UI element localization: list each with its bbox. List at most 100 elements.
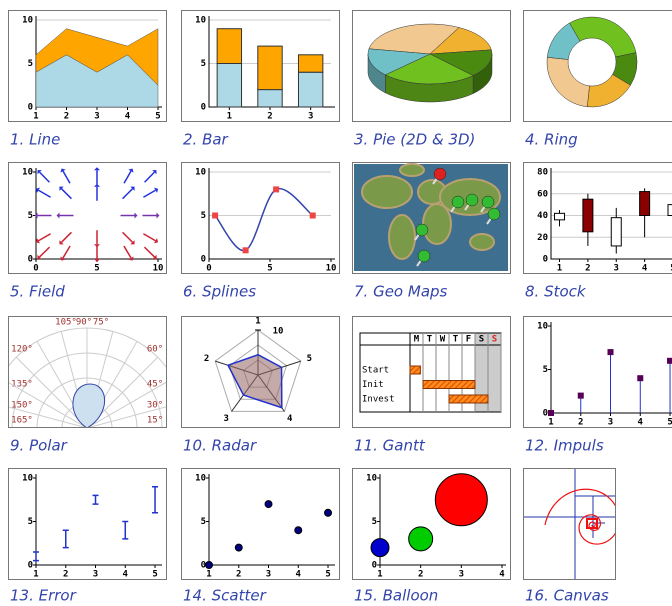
impulse-marker <box>637 375 644 382</box>
balloon <box>434 473 488 527</box>
pin-head <box>481 195 495 209</box>
y-tick-label: 40 <box>537 211 548 221</box>
tile-caption: 16. Canvas <box>525 587 609 605</box>
y-tick-label: 5 <box>28 517 33 527</box>
y-tick-label: 10 <box>537 322 548 332</box>
ring-slice <box>546 22 581 60</box>
radar-grid <box>214 329 302 412</box>
tile-plot: 0 5 10 0 5 10 <box>195 168 336 274</box>
arrow <box>39 246 51 258</box>
x-tick-label: 3 <box>308 112 313 122</box>
y-tick-label: 60 <box>537 189 548 199</box>
x-tick-label: 3 <box>93 570 98 580</box>
pie-slice <box>384 53 474 85</box>
y-tick-label: 0 <box>28 103 33 113</box>
map-land <box>469 233 495 251</box>
day-label: T <box>427 335 433 345</box>
y-tick-label: 0 <box>201 255 206 265</box>
x-tick-label: 1 <box>33 570 38 580</box>
arrow <box>38 189 51 198</box>
angle-label: 30° <box>147 401 163 411</box>
x-tick-label: 0 <box>206 264 211 274</box>
angle-label: 165° <box>11 416 33 426</box>
arrow-head <box>156 212 160 219</box>
y-tick-label: 10 <box>195 168 206 178</box>
bar <box>216 63 243 108</box>
tile-caption: 2. Bar <box>183 131 229 149</box>
tile-plot: 0 5 10 1 2 3 4 5 <box>195 474 335 580</box>
impulse-marker <box>607 349 614 356</box>
y-tick-label: 0 <box>543 255 548 265</box>
task-label: Invest <box>362 395 395 405</box>
polar-curve <box>72 383 105 427</box>
scatter-point <box>264 500 273 509</box>
arrow-head <box>134 212 138 219</box>
polar-ray <box>87 381 166 427</box>
day-label: S <box>479 335 484 345</box>
arrow-head <box>154 238 159 244</box>
x-tick-label: 1 <box>33 112 38 122</box>
weekend-shade <box>488 333 501 412</box>
axis-line <box>35 168 162 260</box>
angle-label: 105° <box>55 318 77 328</box>
pie-slice <box>367 48 431 76</box>
x-tick-label: 3 <box>266 570 271 580</box>
x-tick-label: 5 <box>267 264 272 274</box>
pie-slice <box>429 49 493 76</box>
x-tick-label: 2 <box>63 570 68 580</box>
tile-plot: 0 5 10 1 2 3 4 5 <box>537 322 672 428</box>
candle-body <box>554 212 566 221</box>
angle-label: 45° <box>147 380 163 390</box>
bar <box>257 89 283 108</box>
arrow-head <box>35 187 40 193</box>
x-tick-label: 3 <box>608 418 613 428</box>
day-label: M <box>414 335 420 345</box>
arrow <box>122 188 133 200</box>
axis-line <box>208 168 335 260</box>
spline-point <box>273 186 280 193</box>
x-tick-label: 3 <box>614 264 619 274</box>
y-tick-label: 10 <box>22 16 33 26</box>
pie-slice <box>368 23 460 55</box>
y-tick-label: 5 <box>201 59 206 69</box>
error-bar <box>152 485 159 514</box>
candle-body <box>667 204 672 216</box>
radar-area <box>226 353 283 409</box>
axis-line <box>208 16 335 108</box>
scatter-point <box>294 526 303 535</box>
x-tick-label: 10 <box>326 264 337 274</box>
axis-line <box>379 474 506 566</box>
x-tick-label: 3 <box>459 570 464 580</box>
tile-caption: 13. Error <box>10 587 77 605</box>
arrow-head <box>94 183 100 187</box>
x-tick-label: 3 <box>94 112 99 122</box>
error-bar <box>122 520 129 540</box>
x-tick-label: 0 <box>33 264 38 274</box>
tile-plot: 105° 90° 75° 120° 60° 135° 45° 150° 30° 165° 15° <box>9 318 166 427</box>
arrow <box>62 245 71 259</box>
x-tick-label: 4 <box>123 570 129 580</box>
y-tick-label: 0 <box>28 561 33 571</box>
task-bar <box>448 394 489 404</box>
x-tick-label: 2 <box>585 264 590 274</box>
y-tick-label: 10 <box>22 474 33 484</box>
candle-body <box>610 217 622 247</box>
x-tick-label: 5 <box>667 418 672 428</box>
y-tick-label: 5 <box>28 211 33 221</box>
y-tick-label: 5 <box>372 517 377 527</box>
x-tick-label: 2 <box>418 570 423 580</box>
x-tick-label: 5 <box>670 264 672 274</box>
canvas-square <box>586 518 598 529</box>
x-tick-label: 4 <box>638 418 644 428</box>
balloon <box>370 538 390 558</box>
arrow <box>61 188 72 200</box>
arrow <box>144 171 155 183</box>
tile-caption: 8. Stock <box>525 283 587 301</box>
arrow-head <box>154 187 159 193</box>
pin-head <box>415 223 429 237</box>
arrow <box>61 231 72 243</box>
x-tick-label: 5 <box>94 264 99 274</box>
tile-plot: 1 2 3 4 5 10 <box>204 317 312 424</box>
